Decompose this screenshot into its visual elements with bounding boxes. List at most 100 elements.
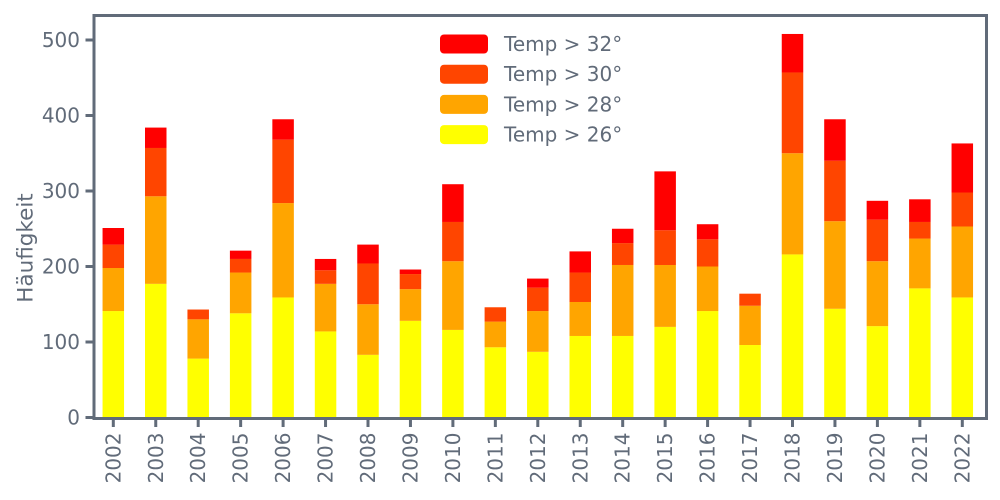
bar-2013-temp-26 xyxy=(569,335,591,418)
bar-2013-temp-30 xyxy=(569,272,591,302)
x-tick-label-2015: 2015 xyxy=(653,433,677,484)
bar-2015-temp-26 xyxy=(654,326,676,418)
bar-2008-temp-28 xyxy=(357,304,379,355)
bar-2020-temp-28 xyxy=(866,261,889,327)
bar-2019-temp-32 xyxy=(824,119,846,161)
x-tick-label-2005: 2005 xyxy=(229,433,253,484)
bar-2011-temp-30 xyxy=(484,307,507,322)
bar-2010-temp-32 xyxy=(442,184,464,222)
y-tick-label-0: 0 xyxy=(67,406,80,430)
bar-2021-temp-32 xyxy=(909,199,931,222)
legend-swatch-temp-30 xyxy=(440,64,488,84)
legend-label-temp-28: Temp > 28° xyxy=(503,92,622,116)
legend-label-temp-30: Temp > 30° xyxy=(503,62,622,86)
bar-2008-temp-30 xyxy=(357,263,379,305)
bar-2016-temp-28 xyxy=(696,266,719,312)
bar-2005-temp-30 xyxy=(229,258,252,273)
bar-2003-temp-26 xyxy=(145,283,167,418)
bar-2009-temp-28 xyxy=(399,289,422,321)
bar-2022-temp-26 xyxy=(951,297,974,418)
x-tick-label-2022: 2022 xyxy=(950,433,974,484)
legend-swatch-temp-32 xyxy=(440,34,488,54)
bar-2012-temp-30 xyxy=(527,287,549,312)
bar-2018-temp-26 xyxy=(781,254,804,418)
x-tick-label-2019: 2019 xyxy=(823,433,847,484)
y-tick-label-500: 500 xyxy=(42,28,80,52)
bar-2018-temp-32 xyxy=(781,33,804,73)
bar-2004-temp-28 xyxy=(187,319,209,359)
bar-2020-temp-32 xyxy=(866,200,889,220)
x-tick-label-2013: 2013 xyxy=(568,433,592,484)
x-tick-label-2018: 2018 xyxy=(781,433,805,484)
plot-frame xyxy=(92,14,988,420)
bar-2016-temp-26 xyxy=(696,311,719,418)
bar-2009-temp-32 xyxy=(399,269,422,275)
bar-2015-temp-28 xyxy=(654,264,676,327)
bar-2003-temp-28 xyxy=(145,196,167,284)
bar-2010-temp-28 xyxy=(442,261,464,330)
bar-2019-temp-30 xyxy=(824,160,846,222)
bar-2016-temp-30 xyxy=(696,239,719,267)
bar-2009-temp-26 xyxy=(399,320,422,418)
bar-2002-temp-28 xyxy=(102,268,125,312)
bar-2019-temp-26 xyxy=(824,308,846,418)
bar-2013-temp-32 xyxy=(569,251,591,273)
bar-2006-temp-32 xyxy=(272,119,294,140)
bar-2022-temp-28 xyxy=(951,226,974,298)
x-tick-label-2006: 2006 xyxy=(271,433,295,484)
bar-2019-temp-28 xyxy=(824,221,846,309)
x-tick-label-2007: 2007 xyxy=(314,433,338,484)
legend-label-temp-26: Temp > 26° xyxy=(503,123,622,147)
bar-2021-temp-28 xyxy=(909,238,931,289)
bar-2015-temp-30 xyxy=(654,230,676,265)
bar-2011-temp-28 xyxy=(484,321,507,348)
y-tick-label-400: 400 xyxy=(42,104,80,128)
bar-2006-temp-30 xyxy=(272,139,294,204)
bar-2016-temp-32 xyxy=(696,224,719,240)
bar-2022-temp-30 xyxy=(951,192,974,227)
bar-2007-temp-32 xyxy=(314,258,337,271)
bar-2017-temp-30 xyxy=(739,293,761,306)
bar-2021-temp-30 xyxy=(909,221,931,239)
x-tick-label-2016: 2016 xyxy=(696,433,720,484)
bar-2005-temp-26 xyxy=(229,313,252,418)
bar-2009-temp-30 xyxy=(399,274,422,290)
bar-2002-temp-26 xyxy=(102,311,125,418)
x-tick-label-2021: 2021 xyxy=(908,433,932,484)
x-tick-label-2011: 2011 xyxy=(483,432,507,483)
bar-2018-temp-28 xyxy=(781,153,804,255)
bar-2014-temp-28 xyxy=(611,264,634,336)
y-tick-label-300: 300 xyxy=(42,179,80,203)
bar-2012-temp-32 xyxy=(527,278,549,288)
bar-2021-temp-26 xyxy=(909,288,931,418)
bar-2007-temp-28 xyxy=(314,283,337,332)
bar-2014-temp-30 xyxy=(611,243,634,265)
bar-2017-temp-26 xyxy=(739,345,761,418)
legend-swatch-temp-28 xyxy=(440,94,488,114)
bar-2022-temp-32 xyxy=(951,143,974,193)
x-tick-label-2012: 2012 xyxy=(526,433,550,484)
bar-2006-temp-26 xyxy=(272,297,294,418)
x-tick-label-2002: 2002 xyxy=(101,433,125,484)
bar-2003-temp-32 xyxy=(145,127,167,148)
x-tick-label-2004: 2004 xyxy=(186,433,210,484)
x-tick-label-2008: 2008 xyxy=(356,433,380,484)
bar-2006-temp-28 xyxy=(272,203,294,298)
bar-2008-temp-32 xyxy=(357,244,379,264)
y-axis-label: Häufigkeit xyxy=(14,193,39,302)
bar-2002-temp-32 xyxy=(102,228,125,245)
bar-2012-temp-28 xyxy=(527,311,549,352)
bar-2008-temp-26 xyxy=(357,354,379,418)
bar-2012-temp-26 xyxy=(527,351,549,418)
x-tick-label-2009: 2009 xyxy=(398,433,422,484)
bar-2014-temp-32 xyxy=(611,228,634,244)
y-tick-label-100: 100 xyxy=(42,330,80,354)
bar-2020-temp-26 xyxy=(866,326,889,418)
legend-label-temp-32: Temp > 32° xyxy=(503,32,622,56)
bar-2017-temp-28 xyxy=(739,305,761,346)
bar-2015-temp-32 xyxy=(654,171,676,231)
bar-2005-temp-28 xyxy=(229,272,252,314)
x-tick-label-2014: 2014 xyxy=(611,433,635,484)
legend-swatch-temp-26 xyxy=(440,125,488,145)
